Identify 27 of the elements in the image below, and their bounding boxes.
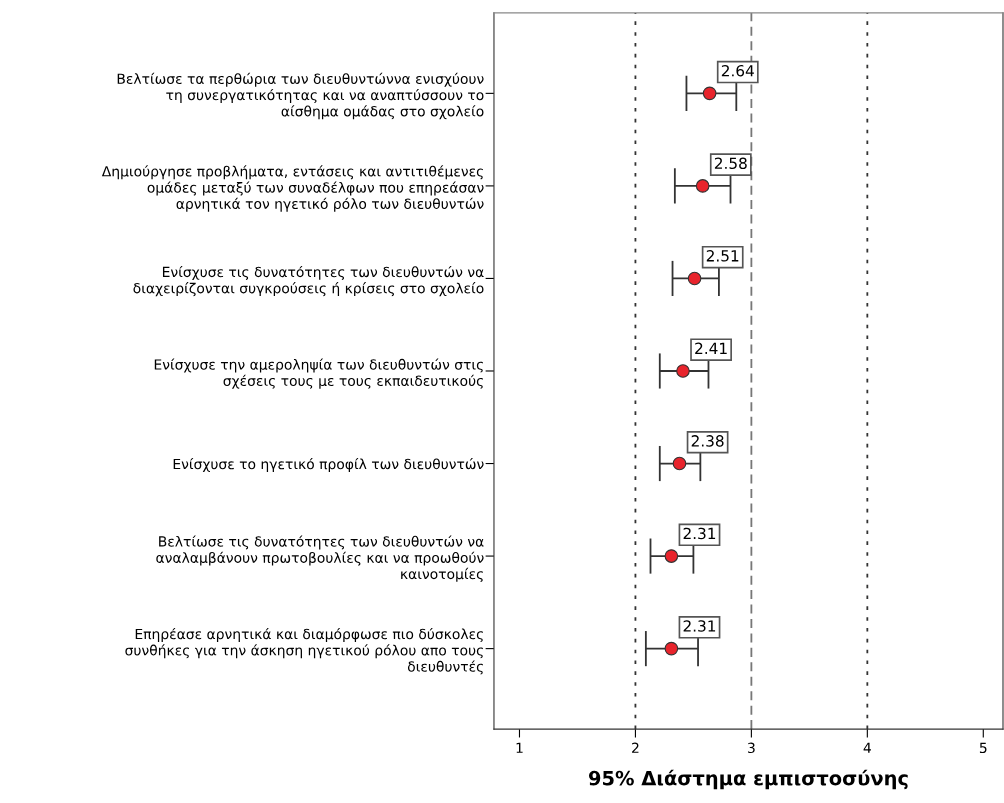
x-tick-label: 3 [748, 742, 755, 754]
point [676, 364, 690, 378]
data-label: 2.64 [721, 64, 754, 77]
y-tick-label: Βελτίωσε τις δυνατότητες των διευθυντών να αναλαμβάνουν πρωτοβουλίες και να προωθούν καινοτομίες [156, 535, 484, 582]
point [672, 456, 687, 471]
y-tick-label: Επηρέασε αρνητικά και διαμόρφωσε πιο δύσκολες συνθήκες για την άσκηση ηγετικού ρόλου απο τους διευθυντές [125, 627, 483, 675]
data-label: 2.41 [695, 342, 727, 354]
data-label: 2.51 [706, 250, 739, 262]
point [702, 86, 717, 101]
x-tick-label: 2 [632, 742, 639, 753]
point [687, 271, 702, 286]
y-tick-label: Ενίσχυσε το ηγετικό προφίλ των διευθυντών [173, 457, 484, 472]
point [695, 179, 710, 193]
point [664, 549, 679, 563]
y-tick-label: Ενίσχυσε τις δυνατότητες των διευθυντών να διαχειρίζονται συγκρούσεις ή κρίσεις στο σχολείο [133, 265, 484, 297]
y-tick-label: Βελτίωσε τα περθώρια των διευθυντώννα ενισχύουν τη συνεργατικότητας και να αναπτύσσουν το αίσθημα ομάδας στο σχολείο [117, 72, 484, 120]
x-tick-label: 4 [863, 742, 871, 753]
point [664, 641, 679, 656]
x-axis-title: 95% Διάστημα εμπιστοσύνης [588, 769, 908, 790]
y-tick-label: Δημιούργησε προβλήματα, εντάσεις και αντιτιθέμενες ομάδες μεταξύ των συναδέλφων που επηρεάσαν αρνητικά τον ηγετικό ρόλο των διευθυντών [101, 165, 484, 212]
data-label: 2.58 [714, 157, 747, 170]
data-label: 2.38 [691, 435, 724, 447]
data-label: 2.31 [683, 527, 716, 540]
x-tick-label: 1 [516, 742, 523, 753]
y-tick-label: Ενίσχυσε την αμεροληψία των διευθυντών στις σχέσεις τους με τους εκπαιδευτικούς [154, 358, 483, 389]
x-tick-label: 5 [979, 742, 987, 754]
data-label: 2.31 [683, 620, 716, 632]
